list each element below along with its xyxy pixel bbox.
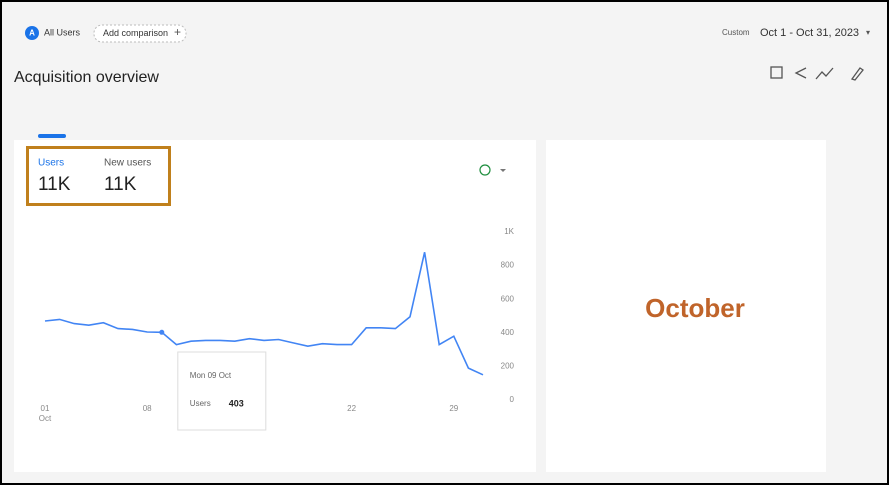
- y-tick-label: 0: [510, 395, 515, 404]
- metric-label[interactable]: New users: [104, 158, 151, 169]
- hover-point: [159, 329, 165, 335]
- side-card: [546, 140, 826, 472]
- status-caret: [500, 169, 506, 172]
- segment-badge-text: A: [29, 29, 35, 38]
- x-sublabel: Oct: [39, 414, 52, 423]
- tooltip-value: 403: [229, 398, 244, 408]
- tooltip-series: Users: [190, 399, 211, 408]
- x-tick-label: 01: [41, 404, 50, 413]
- insights-icon[interactable]: [815, 67, 834, 80]
- tooltip: [177, 351, 267, 431]
- highlight-box: [26, 146, 171, 206]
- x-tick-label: 22: [347, 404, 356, 413]
- metric-label[interactable]: Users: [38, 158, 64, 169]
- y-tick-label: 600: [501, 294, 515, 303]
- series-line: [44, 252, 484, 376]
- metric-value: 11K: [38, 174, 71, 195]
- page-title: Acquisition overview: [14, 69, 159, 86]
- y-tick-label: 1K: [504, 227, 514, 236]
- x-tick-label: 08: [143, 404, 152, 413]
- date-mode: Custom: [722, 28, 750, 37]
- metric-value: 11K: [104, 174, 137, 195]
- status-icon[interactable]: [479, 164, 491, 176]
- x-tick-label: 29: [449, 404, 458, 413]
- chart-card: [14, 140, 536, 472]
- line-chart: 0 200 400 600 800 1K 01 08 22 29 Oct Mon 09 Oct User…: [39, 227, 515, 431]
- edit-icon[interactable]: [770, 66, 783, 79]
- segment-name[interactable]: All Users: [44, 27, 81, 37]
- toolbar: [770, 66, 864, 81]
- date-caret: ▾: [866, 28, 870, 37]
- add-comparison-label: Add comparison: [103, 28, 168, 38]
- y-tick-label: 800: [501, 261, 515, 270]
- share-icon[interactable]: [794, 67, 807, 79]
- y-tick-label: 400: [501, 328, 515, 337]
- date-range[interactable]: Oct 1 - Oct 31, 2023: [760, 27, 859, 39]
- tab-indicator: [38, 134, 66, 138]
- segment-badge[interactable]: [25, 26, 39, 40]
- pencil-icon[interactable]: [850, 67, 864, 81]
- tooltip-date: Mon 09 Oct: [190, 371, 232, 380]
- add-icon: +: [174, 25, 181, 39]
- side-label: October: [645, 293, 745, 323]
- y-tick-label: 200: [501, 362, 515, 371]
- add-comparison-button[interactable]: [93, 24, 187, 43]
